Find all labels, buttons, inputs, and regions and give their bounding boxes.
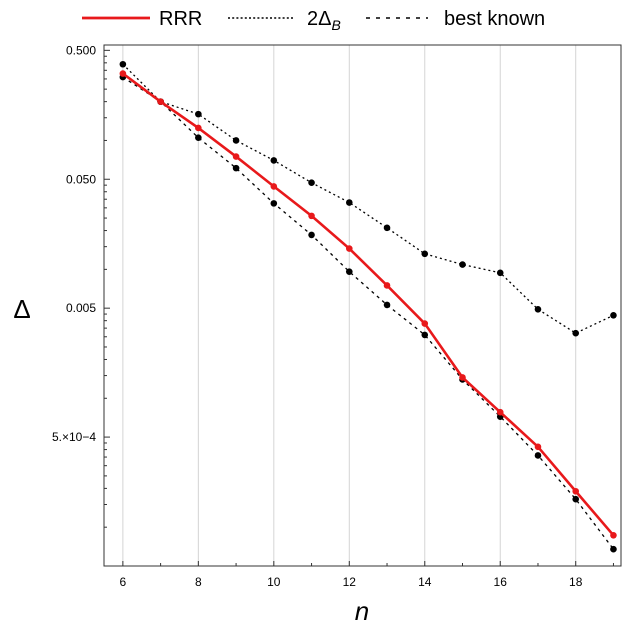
legend-label: best known — [444, 8, 545, 30]
data-point — [383, 282, 391, 289]
data-point — [572, 495, 580, 503]
x-axis: 6 8 10 12 14 16 18 — [120, 561, 614, 589]
data-point — [421, 250, 429, 258]
x-tick-label: 16 — [494, 575, 508, 589]
legend-label: 2ΔB — [307, 8, 341, 33]
data-point — [308, 231, 315, 239]
data-point — [195, 134, 202, 142]
data-point — [610, 312, 617, 319]
data-point — [157, 98, 164, 105]
data-point — [496, 269, 504, 277]
data-point — [572, 487, 580, 495]
series-line — [122, 76, 614, 550]
y-axis: 0.500 0.050 0.005 5.×10−4 — [52, 43, 110, 567]
series-line — [122, 63, 614, 334]
grid-lines — [122, 45, 577, 566]
data-point — [610, 532, 617, 539]
data-point — [232, 137, 240, 144]
data-point — [119, 60, 127, 68]
series-layer — [119, 60, 617, 553]
x-axis-label: n — [355, 596, 369, 624]
data-point — [383, 301, 391, 309]
legend-label: RRR — [159, 8, 202, 30]
data-point — [232, 153, 240, 160]
data-point — [345, 268, 353, 275]
y-tick-label: 5.×10−4 — [52, 430, 96, 444]
series-rrr — [119, 70, 617, 539]
y-axis-label: Δ — [13, 294, 30, 324]
data-point — [345, 245, 353, 252]
data-point — [459, 374, 466, 381]
data-point — [195, 110, 202, 118]
data-point — [421, 331, 429, 339]
y-tick-label: 0.005 — [66, 301, 96, 315]
data-point — [534, 443, 542, 451]
data-point — [270, 183, 278, 190]
data-point — [195, 124, 202, 132]
y-tick-label: 0.050 — [66, 172, 96, 186]
plot-frame — [103, 44, 622, 567]
x-tick-label: 14 — [418, 575, 432, 589]
data-point — [232, 164, 240, 172]
data-point — [119, 70, 127, 77]
data-point — [308, 179, 315, 187]
data-point — [308, 212, 315, 220]
data-point — [610, 545, 617, 553]
x-tick-label: 10 — [267, 575, 281, 589]
x-tick-label: 8 — [195, 575, 202, 589]
data-point — [270, 157, 278, 164]
x-tick-label: 12 — [343, 575, 357, 589]
x-tick-label: 6 — [120, 575, 127, 589]
series-2-b — [119, 60, 617, 337]
y-tick-label: 0.500 — [66, 43, 96, 57]
legend: RRR 2ΔB best known — [82, 8, 545, 33]
x-tick-label: 18 — [569, 575, 583, 589]
series-best-known — [119, 73, 617, 553]
data-point — [421, 320, 429, 327]
data-point — [270, 200, 278, 207]
data-point — [572, 329, 580, 337]
data-point — [459, 261, 466, 268]
data-point — [496, 408, 504, 416]
legend-subscript: B — [331, 17, 340, 33]
data-point — [534, 452, 542, 459]
data-point — [383, 224, 391, 232]
series-line — [122, 72, 615, 537]
data-point — [345, 199, 353, 206]
data-point — [534, 305, 542, 313]
